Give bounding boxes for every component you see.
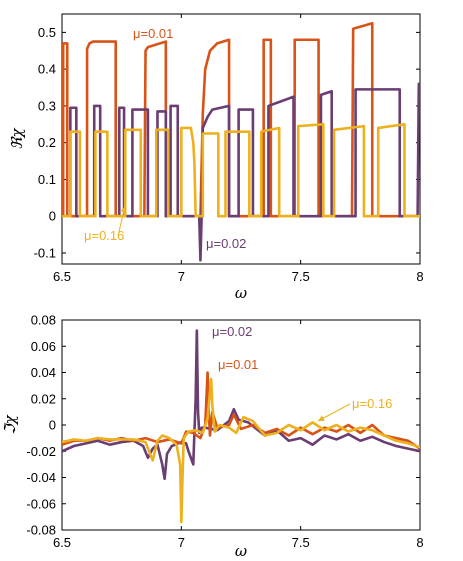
y-tick-label: -0.06 <box>26 496 56 511</box>
y-tick-label: -0.1 <box>34 245 56 260</box>
y-tick-label: 0.1 <box>38 172 56 187</box>
x-tick-label: 7 <box>178 269 185 284</box>
x-tick-label: 6.5 <box>53 535 71 550</box>
annotation-arrowhead <box>120 206 127 213</box>
annotation-label: μ=0.16 <box>84 228 124 243</box>
annotation-arrow <box>317 403 351 422</box>
y-tick-label: 0.3 <box>38 98 56 113</box>
x-tick-label: 7 <box>178 535 185 550</box>
series-line-μ=0.16 <box>62 377 420 524</box>
y-tick-label: -0.02 <box>26 444 56 459</box>
annotation-arrowhead <box>318 415 325 421</box>
y-axis-label: ℑχ <box>1 414 19 434</box>
annotation-label: μ=0.01 <box>133 26 173 41</box>
y-tick-label: 0 <box>49 418 56 433</box>
series-line-μ=0.16 <box>62 122 420 218</box>
y-tick-label: 0.5 <box>38 25 56 40</box>
y-tick-label: -0.08 <box>26 523 56 538</box>
y-tick-label: -0.04 <box>26 470 56 485</box>
x-axis-label: ω <box>235 284 247 302</box>
series-line-μ=0.02 <box>62 329 420 481</box>
x-tick-label: 8 <box>416 535 423 550</box>
y-tick-label: 0.08 <box>31 313 56 328</box>
annotation-label: μ=0.02 <box>212 324 252 339</box>
x-tick-label: 7.5 <box>292 269 310 284</box>
y-tick-label: 0.04 <box>31 365 56 380</box>
series-group <box>62 21 420 262</box>
y-tick-label: 0 <box>49 209 56 224</box>
x-axis-label: ω <box>235 542 247 560</box>
y-tick-label: 0.02 <box>31 391 56 406</box>
y-tick-label: 0.2 <box>38 135 56 150</box>
x-tick-label: 7.5 <box>292 535 310 550</box>
y-tick-label: 0.06 <box>31 339 56 354</box>
annotation-label: μ=0.16 <box>352 396 392 411</box>
real-part-panel: 6.5 7 7.5 8 -0.1 0 0.1 0.2 0.3 0.4 0.5 ω ℜχ μ=0.01 μ=0… <box>8 13 424 302</box>
series-line-μ=0.01 <box>62 21 420 218</box>
x-tick-label: 8 <box>416 269 423 284</box>
annotation-label: μ=0.02 <box>206 236 246 251</box>
x-tick-label: 6.5 <box>53 269 71 284</box>
series-group <box>62 329 420 524</box>
y-axis-label: ℜχ <box>8 127 26 149</box>
y-tick-label: 0.4 <box>38 62 56 77</box>
imaginary-part-panel: 6.5 7 7.5 8 -0.08 -0.06 -0.04 -0.02 0 0.02 0.04 0.0… <box>1 313 424 561</box>
annotation-label: μ=0.01 <box>218 357 258 372</box>
